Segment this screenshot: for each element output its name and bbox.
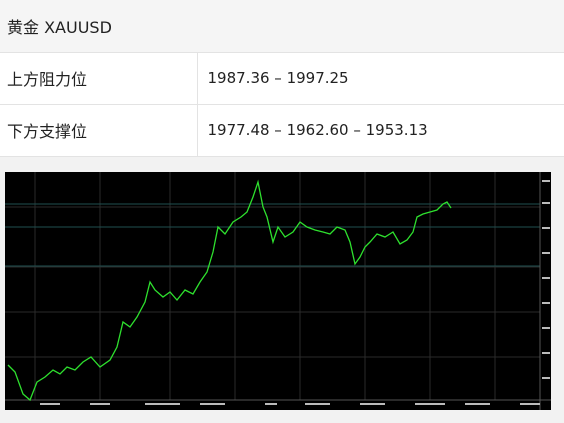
level-lines xyxy=(5,203,540,267)
price-line xyxy=(7,179,452,402)
cell: 1987.36 – 1997.25 xyxy=(197,52,564,105)
header-row: 黄金 XAUUSD xyxy=(0,0,564,53)
row: 上方阻力位 1987.36 – 1997.25 xyxy=(0,52,564,105)
header-title: 黄金 XAUUSD xyxy=(0,0,564,53)
cell: 1977.48 – 1962.60 – 1953.13 xyxy=(197,104,564,157)
cell: 下方支撑位 xyxy=(0,104,198,157)
axis-ticks xyxy=(40,180,550,405)
row: 下方支撑位 1977.48 – 1962.60 – 1953.13 xyxy=(0,104,564,157)
chart-background xyxy=(5,172,551,410)
cell: 上方阻力位 xyxy=(0,52,198,105)
levels-table: 黄金 XAUUSD 上方阻力位 1987.36 – 1997.25 下方支撑位 … xyxy=(0,0,564,157)
chart-image xyxy=(5,172,551,410)
